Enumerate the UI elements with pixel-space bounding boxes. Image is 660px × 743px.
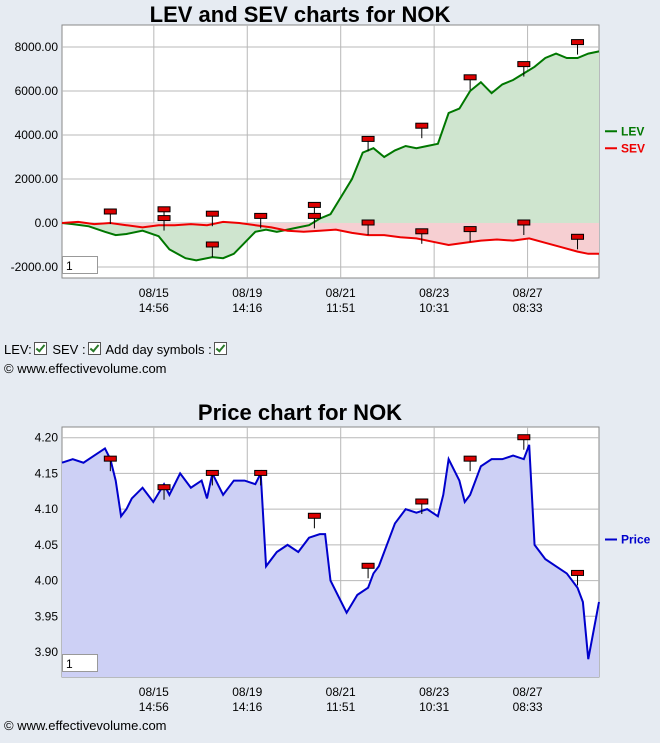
y-tick-label: 2000.00 (15, 172, 59, 186)
x-tick-date: 08/19 (232, 286, 262, 300)
y-tick-label: 6000.00 (15, 84, 59, 98)
sev-checkbox[interactable] (87, 342, 101, 355)
lev-sev-chart-title: LEV and SEV charts for NOK (149, 2, 451, 27)
legend-label: Price (621, 533, 651, 547)
day-marker (254, 469, 268, 476)
day-marker (571, 569, 585, 576)
x-tick-time: 10:31 (419, 700, 449, 714)
copyright-text-bottom[interactable]: © www.effectivevolume.com (4, 718, 167, 733)
x-tick-time: 08:33 (513, 301, 543, 315)
y-tick-label: -2000.00 (11, 260, 59, 274)
x-tick-date: 08/23 (419, 685, 449, 699)
day-marker (463, 455, 477, 462)
day-marker (361, 219, 375, 226)
day-marker (205, 469, 219, 476)
y-tick-label: 4.20 (35, 431, 59, 445)
lev-sev-zoom-input[interactable]: 1 (62, 256, 98, 274)
y-tick-label: 4.10 (35, 502, 59, 516)
y-tick-label: 8000.00 (15, 40, 59, 54)
y-tick-label: 3.90 (35, 645, 59, 659)
day-marker (463, 226, 477, 233)
x-tick-time: 10:31 (419, 301, 449, 315)
y-tick-label: 3.95 (35, 609, 59, 623)
series-line (61, 220, 599, 255)
day-marker (307, 201, 321, 208)
chart-options: LEV: SEV : Add day symbols : (4, 342, 229, 357)
day-marker (205, 241, 219, 248)
sev-option-label: SEV : (52, 342, 86, 357)
day-marker (307, 212, 321, 219)
y-tick-label: 0.00 (35, 216, 59, 230)
series-line (61, 444, 600, 660)
day-marker (571, 233, 585, 240)
day-marker (415, 122, 429, 129)
x-tick-time: 08:33 (513, 700, 543, 714)
day-marker (205, 210, 219, 217)
x-tick-time: 14:16 (232, 301, 262, 315)
y-tick-label: 4000.00 (15, 128, 59, 142)
series-area (62, 51, 599, 261)
x-tick-date: 08/27 (513, 685, 543, 699)
price-chart-title: Price chart for NOK (197, 400, 403, 425)
day-marker (415, 498, 429, 505)
x-tick-time: 11:51 (326, 301, 355, 315)
day-symbols-checkbox[interactable] (213, 342, 227, 355)
day-marker (103, 208, 117, 215)
lev-sev-chart: 8000.00 6000.00 4000.00 2000.00 0.00 -2000.00… (11, 24, 645, 315)
x-tick-date: 08/27 (513, 286, 543, 300)
day-marker (361, 562, 375, 569)
lev-checkbox[interactable] (33, 342, 47, 355)
legend-label: SEV (621, 141, 645, 155)
day-marker (103, 455, 117, 462)
day-marker (463, 74, 477, 81)
day-symbols-label: Add day symbols : (105, 342, 212, 357)
day-marker (254, 212, 268, 219)
y-tick-label: 4.00 (35, 574, 59, 588)
x-tick-time: 14:56 (139, 700, 169, 714)
day-marker (307, 512, 321, 519)
x-tick-time: 14:16 (232, 700, 262, 714)
day-marker (571, 39, 585, 46)
day-marker (517, 61, 531, 68)
price-zoom-input[interactable]: 1 (62, 654, 98, 672)
day-marker (415, 228, 429, 235)
x-tick-date: 08/15 (139, 286, 169, 300)
legend-label: LEV (621, 124, 644, 138)
x-tick-time: 11:51 (326, 700, 355, 714)
copyright-text[interactable]: © www.effectivevolume.com (4, 361, 167, 376)
y-tick-label: 4.15 (35, 466, 59, 480)
x-tick-date: 08/15 (139, 685, 169, 699)
y-tick-label: 4.05 (35, 538, 59, 552)
x-tick-time: 14:56 (139, 301, 169, 315)
lev-option-label: LEV: (4, 342, 32, 357)
x-tick-date: 08/23 (419, 286, 449, 300)
day-marker (517, 219, 531, 226)
x-tick-date: 08/21 (326, 286, 356, 300)
series-line (61, 50, 600, 262)
day-marker (157, 484, 171, 491)
x-tick-date: 08/19 (232, 685, 262, 699)
day-marker (361, 135, 375, 142)
day-marker (517, 434, 531, 441)
day-marker (157, 215, 171, 222)
day-marker (157, 206, 171, 213)
x-tick-date: 08/21 (326, 685, 356, 699)
